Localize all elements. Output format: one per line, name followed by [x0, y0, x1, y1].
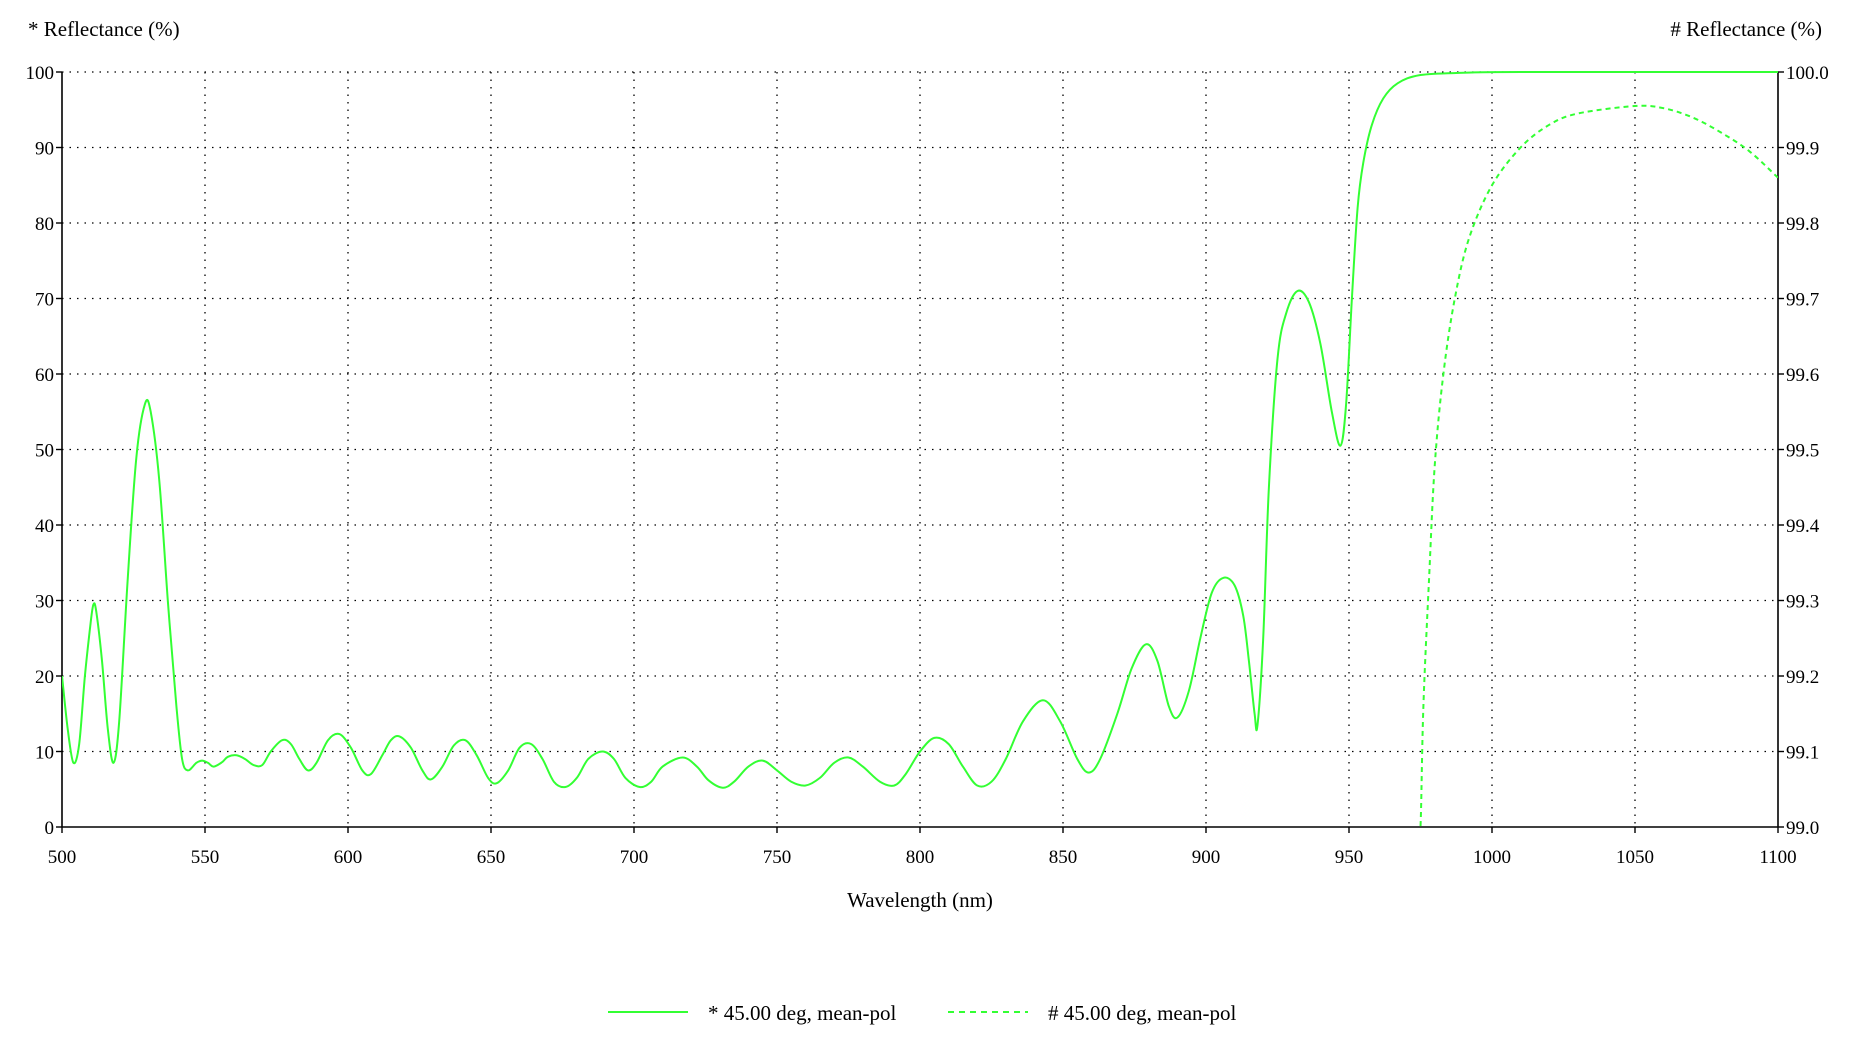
legend: * 45.00 deg, mean-pol # 45.00 deg, mean-…: [608, 1001, 1237, 1025]
x-tick-label: 850: [1049, 847, 1078, 868]
y-right-tick-label: 99.0: [1786, 818, 1819, 839]
x-tick-label: 750: [763, 847, 792, 868]
legend-label-dashed: # 45.00 deg, mean-pol: [1048, 1001, 1237, 1025]
y-left-tick-label: 30: [35, 592, 54, 613]
y-right-tick-label: 99.8: [1786, 214, 1819, 235]
y-right-tick-label: 99.3: [1786, 592, 1819, 613]
y-left-tick-label: 50: [35, 441, 54, 462]
grid: [62, 71, 1778, 827]
y-right-tick-label: 99.6: [1786, 365, 1819, 386]
x-tick-label: 500: [48, 847, 77, 868]
y-left-tick-label: 100: [26, 63, 55, 84]
x-tick-label: 1000: [1473, 847, 1511, 868]
x-tick-label: 700: [620, 847, 649, 868]
plot-frame: [56, 71, 1784, 833]
y-left-tick-label: 0: [45, 818, 55, 839]
x-tick-label: 1050: [1616, 847, 1654, 868]
x-tick-label: 950: [1335, 847, 1364, 868]
y-right-tick-label: 99.4: [1786, 516, 1820, 537]
right-axis-title: # Reflectance (%): [1670, 17, 1822, 41]
y-left-tick-label: 90: [35, 139, 54, 160]
y-right-tick-label: 99.2: [1786, 667, 1819, 688]
x-tick-label: 1100: [1759, 847, 1796, 868]
y-right-tick-label: 99.1: [1786, 743, 1819, 764]
left-axis-title: * Reflectance (%): [28, 17, 180, 41]
y-right-tick-label: 99.7: [1786, 290, 1819, 311]
x-axis-title: Wavelength (nm): [847, 888, 993, 912]
y-left-tick-label: 40: [35, 516, 54, 537]
x-tick-label: 600: [334, 847, 363, 868]
y-left-tick-label: 10: [35, 743, 54, 764]
y-right-tick-label: 99.9: [1786, 139, 1819, 160]
left-tick-labels: 0 10 20 30 40 50 60 70 80 90 100: [26, 63, 55, 839]
series-line-solid: [62, 70, 1778, 789]
y-left-tick-label: 20: [35, 667, 54, 688]
y-right-tick-label: 99.5: [1786, 441, 1819, 462]
y-left-tick-label: 80: [35, 214, 54, 235]
series-line-dashed: [1419, 104, 1778, 827]
y-left-tick-label: 70: [35, 290, 54, 311]
x-tick-label: 650: [477, 847, 506, 868]
x-tick-label: 900: [1192, 847, 1221, 868]
y-left-tick-label: 60: [35, 365, 54, 386]
right-tick-labels: 99.0 99.1 99.2 99.3 99.4 99.5 99.6 99.7 99.8 99.9…: [1786, 63, 1829, 839]
y-right-tick-label: 100.0: [1786, 63, 1829, 84]
legend-label-solid: * 45.00 deg, mean-pol: [708, 1001, 897, 1025]
x-tick-labels: 500 550 600 650 700 750 800 850 900 950 1000 1050 11…: [48, 847, 1797, 868]
series-layer: [62, 70, 1778, 827]
x-tick-label: 800: [906, 847, 935, 868]
x-tick-label: 550: [191, 847, 220, 868]
